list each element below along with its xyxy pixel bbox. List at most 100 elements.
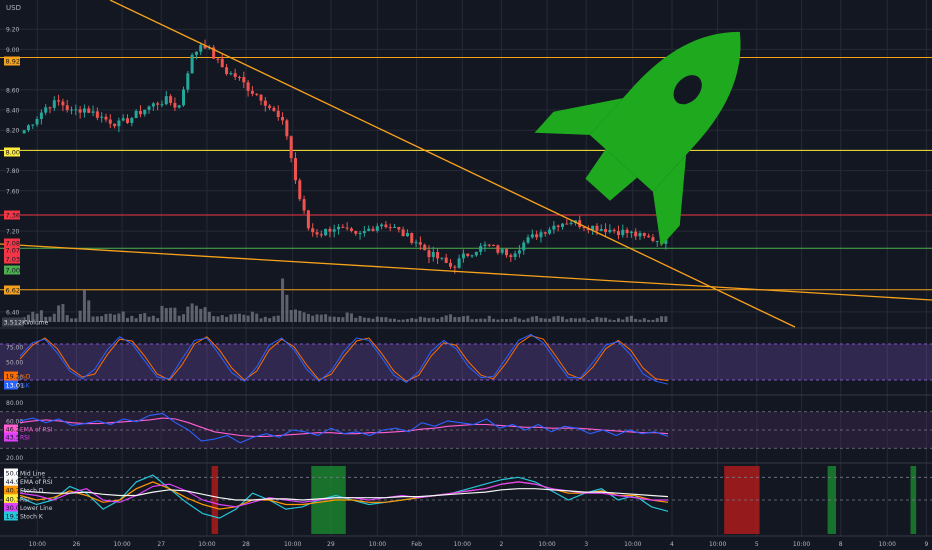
- volume-bar: [181, 314, 186, 322]
- x-tick-label: 10:00: [538, 541, 555, 548]
- candle-body: [358, 233, 362, 235]
- candle-body: [70, 109, 74, 111]
- volume-bar: [470, 319, 474, 322]
- volume-bar: [31, 311, 35, 322]
- candle-body: [272, 107, 276, 111]
- price-tick-label: 7.20: [6, 229, 20, 236]
- candle-body: [651, 237, 655, 241]
- rsi-series-line-1: [19, 412, 669, 444]
- candle-body: [246, 82, 250, 91]
- stoch-d-name: %D: [20, 374, 31, 381]
- candle-body: [418, 242, 422, 245]
- candle-body: [461, 253, 465, 259]
- volume-bar: [306, 313, 310, 322]
- volume-bar: [44, 316, 48, 322]
- candle-body: [380, 224, 384, 227]
- volume-bar: [483, 318, 487, 322]
- volume-bar: [487, 315, 491, 322]
- candle-body: [436, 251, 440, 259]
- volume-bar: [655, 318, 659, 322]
- volume-bar: [246, 315, 250, 322]
- volume-bar: [70, 318, 74, 322]
- candle-body: [100, 116, 104, 118]
- candle-body: [500, 249, 504, 253]
- candle-body: [440, 257, 444, 259]
- x-tick-label: 10:00: [29, 541, 46, 548]
- volume-bar: [586, 320, 590, 322]
- volume-bar: [388, 318, 392, 322]
- volume-bar: [393, 318, 397, 322]
- combo-legend-value: 44.90: [6, 478, 25, 486]
- x-tick-label: 2: [500, 541, 504, 548]
- volume-bar: [479, 318, 483, 322]
- candle-body: [108, 119, 112, 124]
- candle-body: [82, 108, 86, 113]
- volume-bar: [263, 316, 267, 322]
- x-tick-label: 27: [157, 541, 165, 548]
- stoch-band: [0, 344, 932, 380]
- candle-body: [250, 90, 254, 94]
- volume-bar: [543, 318, 547, 322]
- volume-bar: [289, 309, 293, 322]
- candle-body: [621, 229, 625, 236]
- candle-body: [513, 253, 517, 257]
- volume-bar: [492, 318, 496, 322]
- candle-body: [324, 228, 328, 236]
- stoch-tick-label: 75.00: [6, 345, 23, 352]
- volume-bar: [642, 318, 646, 322]
- candle-body: [470, 255, 474, 257]
- volume-bar: [410, 318, 414, 322]
- volume-bar: [349, 313, 353, 322]
- x-tick-label: 29: [327, 541, 335, 548]
- volume-bar: [328, 316, 332, 322]
- price-panel[interactable]: 9.20 9.00 8.60 8.40 8.20 7.80 7.60 7.20 6.40 8.92…: [0, 0, 932, 328]
- candle-body: [629, 231, 633, 234]
- volume-bar: [573, 318, 577, 322]
- combo-legend-value: 30.00: [6, 504, 25, 512]
- volume-bar: [526, 318, 530, 322]
- stoch-k-value-bg: [4, 380, 18, 390]
- combo-legend-name: EMA of RSI: [20, 479, 53, 486]
- rsi-ema-value: 46.26: [6, 426, 25, 434]
- candle-body: [625, 229, 629, 234]
- volume-bar: [87, 300, 91, 322]
- volume-bar: [556, 315, 560, 322]
- x-tick-label: 10:00: [879, 541, 896, 548]
- volume-bar: [160, 305, 164, 322]
- candle-body: [423, 244, 427, 251]
- trendline-down: [109, 0, 796, 328]
- price-label-bg: [4, 238, 20, 248]
- candle-body: [233, 73, 237, 78]
- volume-bar: [190, 303, 194, 322]
- candle-body: [126, 118, 130, 123]
- volume-bar: [431, 317, 435, 322]
- currency-label: USD: [6, 4, 21, 12]
- volume-bar: [660, 316, 664, 322]
- volume-bar: [341, 317, 345, 322]
- candle-body: [427, 250, 431, 258]
- candle-body: [492, 244, 496, 246]
- volume-bar: [324, 314, 328, 322]
- x-tick-label: 8: [839, 541, 843, 548]
- candle-body: [52, 100, 56, 108]
- candle-body: [517, 250, 521, 254]
- volume-bar: [272, 316, 276, 322]
- price-tick-label: 8.60: [6, 87, 20, 94]
- volume-bar: [375, 316, 379, 322]
- candle-body: [466, 253, 470, 256]
- candle-body: [91, 111, 95, 113]
- volume-bar: [134, 318, 138, 322]
- price-label: 7.00: [6, 267, 20, 275]
- volume-bar: [250, 311, 254, 322]
- x-tick-label: 10:00: [454, 541, 471, 548]
- signal-highlight-0: [211, 466, 219, 534]
- volume-bar: [298, 310, 302, 322]
- volume-bar: [496, 319, 500, 322]
- price-tick-label: 8.40: [6, 108, 20, 115]
- volume-bar: [319, 314, 323, 322]
- combo-legend-name: Stoch D: [20, 488, 44, 495]
